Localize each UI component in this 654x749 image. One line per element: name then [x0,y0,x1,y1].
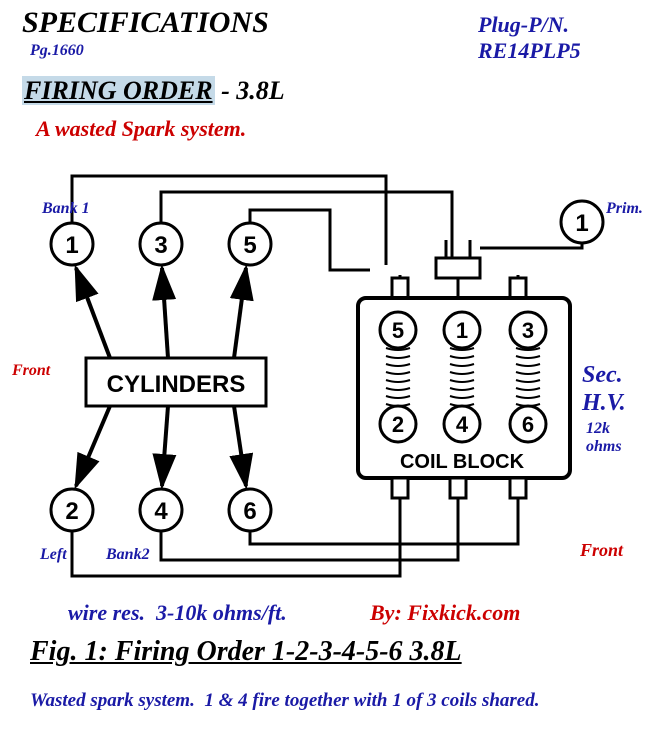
svg-text:5: 5 [392,318,404,343]
sec-ohms-1: 12k [586,420,610,438]
svg-text:5: 5 [243,232,256,259]
svg-text:4: 4 [154,498,168,525]
sec-hv-1: Sec. [582,362,623,389]
front-label-left: Front [12,362,50,380]
left-label: Left [40,546,67,564]
sec-hv-2: H.V. [582,390,626,417]
svg-text:4: 4 [456,412,469,437]
svg-text:2: 2 [392,412,404,437]
bank1-label: Bank 1 [42,200,90,218]
attribution: By: Fixkick.com [370,600,520,626]
svg-text:6: 6 [243,498,256,525]
wasted-note: Wasted spark system. 1 & 4 fire together… [30,690,539,712]
svg-text:1: 1 [575,210,588,237]
prim-label: Prim. [606,200,643,218]
coil-block-label: COIL BLOCK [400,451,525,473]
svg-text:1: 1 [456,318,468,343]
svg-text:3: 3 [522,318,534,343]
svg-text:3: 3 [154,232,167,259]
svg-text:6: 6 [522,412,534,437]
svg-text:1: 1 [65,232,78,259]
sec-ohms-2: ohms [586,438,622,456]
svg-text:2: 2 [65,498,78,525]
cylinders-label: CYLINDERS [107,371,246,398]
front-label-right: Front [580,540,623,561]
bank2-label: Bank2 [106,546,150,564]
wire-res-note: wire res. 3-10k ohms/ft. [68,600,287,626]
fig-caption: Fig. 1: Firing Order 1-2-3-4-5-6 3.8L [30,636,462,668]
